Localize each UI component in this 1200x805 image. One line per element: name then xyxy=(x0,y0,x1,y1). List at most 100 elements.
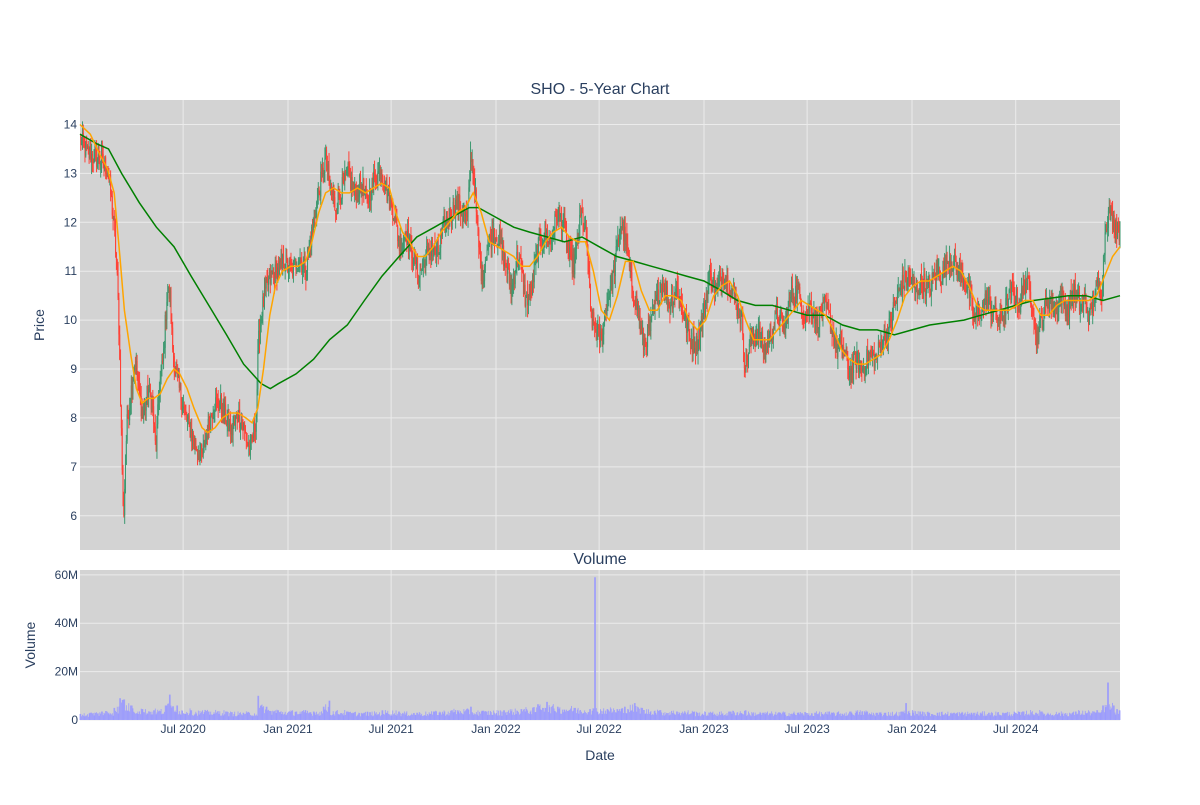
volume-bar xyxy=(567,711,568,720)
volume-bar xyxy=(227,712,228,720)
volume-bar xyxy=(722,714,723,720)
volume-bar xyxy=(766,713,767,720)
volume-bar xyxy=(435,712,436,720)
volume-bar xyxy=(412,715,413,720)
volume-bar xyxy=(306,713,307,720)
volume-bar xyxy=(97,713,98,720)
volume-bar xyxy=(80,714,81,720)
volume-bar xyxy=(641,708,642,720)
volume-bar xyxy=(697,713,698,720)
volume-bar xyxy=(851,712,852,720)
volume-bar xyxy=(1022,711,1023,720)
volume-bar xyxy=(935,715,936,720)
volume-bar xyxy=(892,712,893,720)
volume-bar xyxy=(738,715,739,720)
price-y-tick-label: 13 xyxy=(64,166,78,180)
volume-bar xyxy=(214,714,215,720)
volume-bar xyxy=(995,716,996,720)
volume-bar xyxy=(1043,713,1044,720)
volume-bar xyxy=(1000,715,1001,720)
volume-bar xyxy=(492,715,493,720)
volume-bar xyxy=(646,713,647,720)
volume-bar xyxy=(880,712,881,720)
volume-bar xyxy=(400,713,401,720)
volume-plot-background xyxy=(80,570,1120,720)
volume-bar xyxy=(156,714,157,720)
volume-bar xyxy=(292,710,293,720)
volume-bar xyxy=(856,711,857,720)
volume-bar xyxy=(1003,713,1004,720)
volume-bar xyxy=(98,713,99,720)
volume-bar xyxy=(740,711,741,720)
volume-bar xyxy=(278,710,279,720)
volume-bar xyxy=(104,713,105,720)
volume-bar xyxy=(1081,713,1082,720)
volume-bar xyxy=(248,712,249,720)
volume-bar xyxy=(994,715,995,720)
volume-bar xyxy=(1094,712,1095,720)
volume-bar xyxy=(497,715,498,720)
volume-bar xyxy=(850,712,851,720)
volume-bar xyxy=(837,713,838,720)
volume-bar xyxy=(375,713,376,720)
volume-bar xyxy=(298,714,299,720)
volume-bar xyxy=(932,714,933,720)
volume-bar xyxy=(970,715,971,720)
volume-bar xyxy=(533,707,534,720)
volume-bar xyxy=(985,716,986,720)
volume-bar xyxy=(775,712,776,720)
volume-bar xyxy=(1015,712,1016,720)
volume-bar xyxy=(216,713,217,720)
volume-bar xyxy=(127,711,128,720)
volume-bar xyxy=(527,710,528,720)
volume-bar xyxy=(107,712,108,720)
volume-bar xyxy=(296,712,297,720)
volume-bar xyxy=(860,710,861,720)
volume-bar xyxy=(238,711,239,720)
volume-bar xyxy=(492,715,493,720)
volume-bar xyxy=(503,710,504,720)
volume-bar xyxy=(396,710,397,720)
volume-bar xyxy=(223,715,224,720)
volume-bar xyxy=(802,713,803,720)
volume-bar xyxy=(1014,712,1015,720)
volume-bar xyxy=(284,714,285,720)
volume-bar xyxy=(138,714,139,720)
volume-bar xyxy=(909,713,910,720)
volume-bar xyxy=(489,715,490,720)
volume-bar xyxy=(440,713,441,720)
volume-bar xyxy=(955,714,956,720)
volume-bar xyxy=(893,716,894,720)
volume-bar xyxy=(1016,713,1017,720)
volume-bar xyxy=(720,715,721,720)
volume-bar xyxy=(1082,711,1083,720)
volume-bar xyxy=(267,707,268,720)
volume-bar xyxy=(1000,715,1001,720)
volume-bar xyxy=(289,711,290,720)
volume-bar xyxy=(601,711,602,720)
volume-bar xyxy=(770,713,771,720)
volume-bar xyxy=(792,714,793,720)
volume-bar xyxy=(624,707,625,720)
volume-bar xyxy=(920,712,921,720)
volume-bar xyxy=(149,711,150,720)
volume-bar xyxy=(491,712,492,720)
volume-bar xyxy=(747,715,748,720)
volume-bar xyxy=(236,716,237,720)
volume-bar xyxy=(584,710,585,720)
volume-bar xyxy=(811,713,812,720)
volume-bar xyxy=(324,707,325,720)
volume-bar xyxy=(816,711,817,720)
volume-bar xyxy=(522,711,523,720)
volume-bar xyxy=(540,709,541,720)
volume-bar xyxy=(998,712,999,720)
volume-bar xyxy=(649,714,650,720)
volume-bar xyxy=(314,712,315,720)
volume-bar xyxy=(704,711,705,720)
volume-bar xyxy=(946,715,947,720)
volume-bar xyxy=(331,715,332,720)
volume-bar xyxy=(285,712,286,720)
volume-bar xyxy=(526,709,527,720)
volume-bar xyxy=(748,711,749,720)
